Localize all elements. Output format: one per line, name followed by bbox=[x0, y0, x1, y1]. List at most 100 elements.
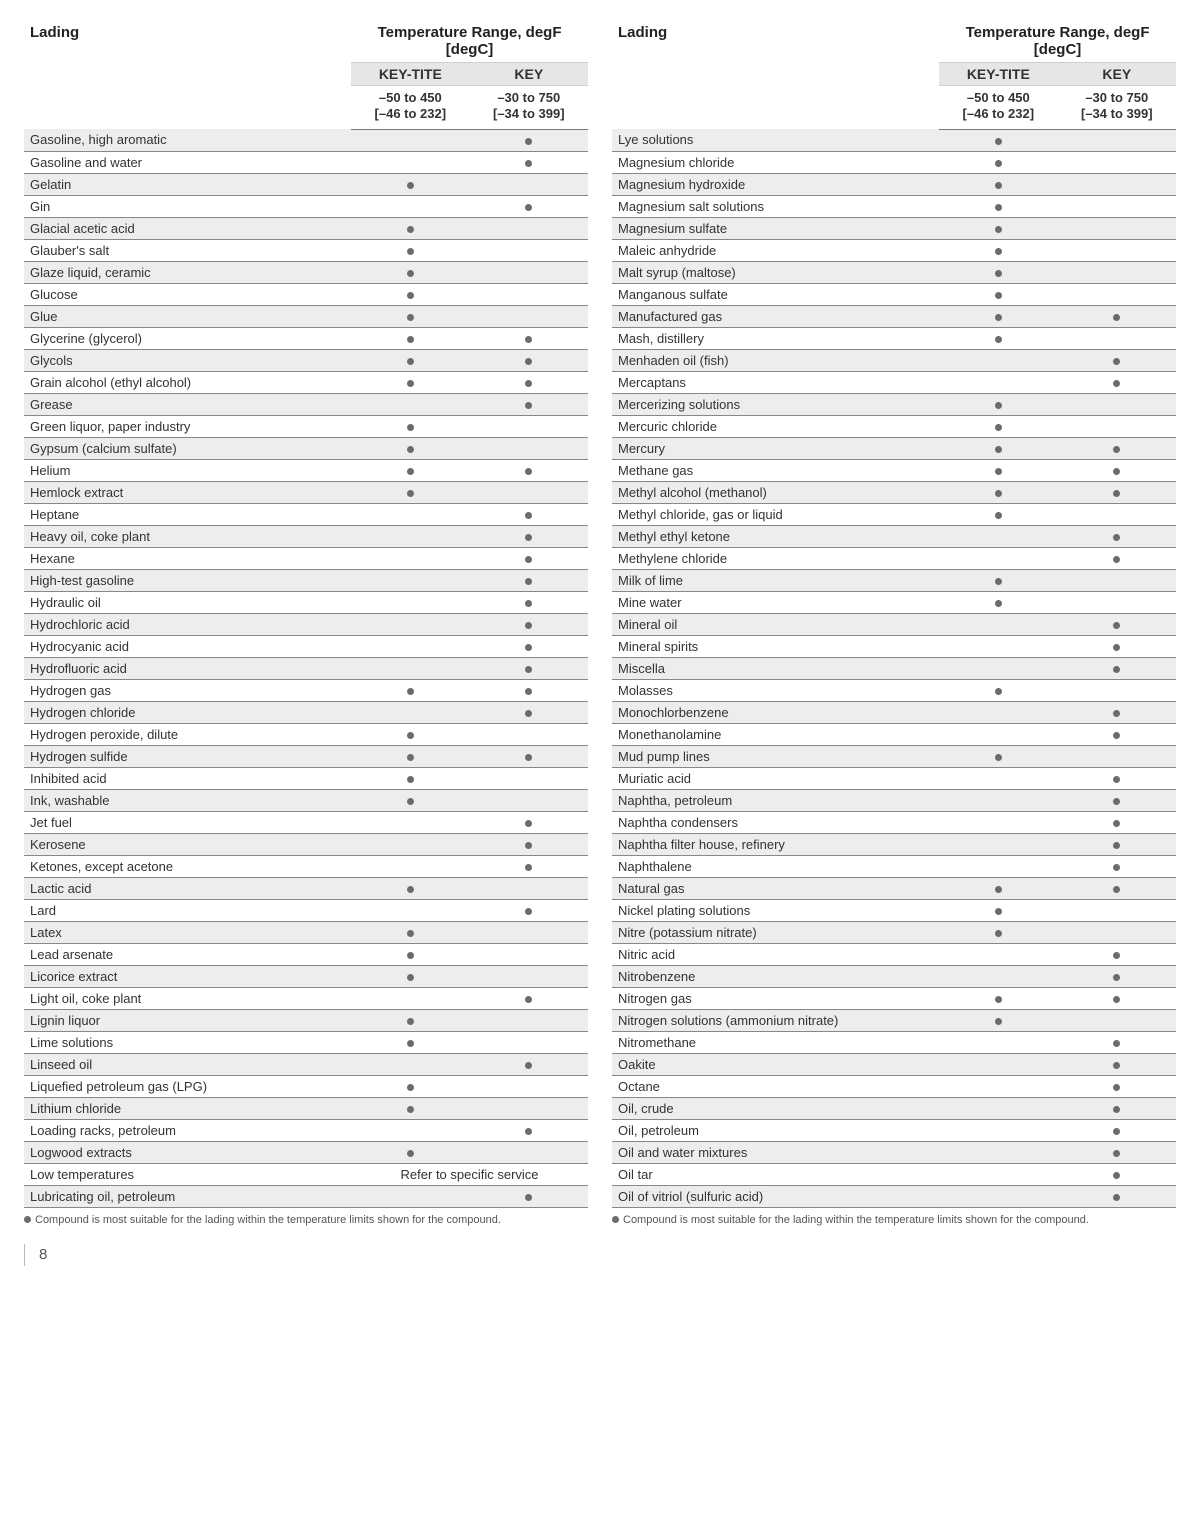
table-row: Helium bbox=[24, 459, 588, 481]
bullet-icon bbox=[995, 160, 1002, 167]
bullet-icon bbox=[995, 248, 1002, 255]
lading-name: Logwood extracts bbox=[24, 1141, 351, 1163]
lading-name: Heavy oil, coke plant bbox=[24, 525, 351, 547]
bullet-icon bbox=[1113, 798, 1120, 805]
bullet-icon bbox=[1113, 886, 1120, 893]
table-row: Menhaden oil (fish) bbox=[612, 349, 1176, 371]
key-cell bbox=[470, 701, 588, 723]
bullet-icon bbox=[1113, 446, 1120, 453]
key-cell bbox=[470, 261, 588, 283]
keytite-cell bbox=[939, 789, 1057, 811]
bullet-icon bbox=[525, 380, 532, 387]
lading-name: Magnesium hydroxide bbox=[612, 173, 939, 195]
table-row: Octane bbox=[612, 1075, 1176, 1097]
lading-name: Licorice extract bbox=[24, 965, 351, 987]
table-row: Mineral oil bbox=[612, 613, 1176, 635]
bullet-icon bbox=[525, 754, 532, 761]
bullet-icon bbox=[1113, 1172, 1120, 1179]
lading-name: Gypsum (calcium sulfate) bbox=[24, 437, 351, 459]
key-cell bbox=[470, 151, 588, 173]
key-cell bbox=[470, 723, 588, 745]
table-row: Magnesium sulfate bbox=[612, 217, 1176, 239]
bullet-icon bbox=[407, 424, 414, 431]
key-cell bbox=[470, 1141, 588, 1163]
keytite-cell bbox=[351, 283, 469, 305]
lading-name: Jet fuel bbox=[24, 811, 351, 833]
bullet-icon bbox=[1113, 1194, 1120, 1201]
keytite-cell bbox=[939, 195, 1057, 217]
keytite-cell bbox=[351, 987, 469, 1009]
tbody-right: Lye solutionsMagnesium chlorideMagnesium… bbox=[612, 129, 1176, 1207]
footnote-left: Compound is most suitable for the lading… bbox=[24, 1214, 588, 1226]
bullet-icon bbox=[525, 512, 532, 519]
key-cell bbox=[1058, 811, 1176, 833]
bullet-icon bbox=[995, 402, 1002, 409]
table-row: Linseed oil bbox=[24, 1053, 588, 1075]
key-cell bbox=[470, 855, 588, 877]
key-cell bbox=[470, 129, 588, 151]
bullet-icon bbox=[1113, 1062, 1120, 1069]
table-row: Heavy oil, coke plant bbox=[24, 525, 588, 547]
key-cell bbox=[1058, 723, 1176, 745]
lading-name: Hydrogen chloride bbox=[24, 701, 351, 723]
bullet-icon bbox=[407, 776, 414, 783]
table-row: Gelatin bbox=[24, 173, 588, 195]
bullet-icon bbox=[525, 908, 532, 915]
table-row: Glacial acetic acid bbox=[24, 217, 588, 239]
lading-name: Maleic anhydride bbox=[612, 239, 939, 261]
bullet-icon bbox=[525, 204, 532, 211]
bullet-icon bbox=[407, 1106, 414, 1113]
key-cell bbox=[470, 899, 588, 921]
lading-name: Ink, washable bbox=[24, 789, 351, 811]
table-row: Molasses bbox=[612, 679, 1176, 701]
table-row: Milk of lime bbox=[612, 569, 1176, 591]
lading-name: Hydrofluoric acid bbox=[24, 657, 351, 679]
keytite-cell bbox=[351, 1009, 469, 1031]
bullet-icon bbox=[995, 446, 1002, 453]
key-cell bbox=[470, 1031, 588, 1053]
key-cell bbox=[1058, 987, 1176, 1009]
bullet-icon bbox=[525, 842, 532, 849]
table-row: Manganous sulfate bbox=[612, 283, 1176, 305]
keytite-cell bbox=[939, 987, 1057, 1009]
table-row: Oil tar bbox=[612, 1163, 1176, 1185]
key-cell bbox=[470, 1097, 588, 1119]
keytite-cell bbox=[351, 701, 469, 723]
keytite-cell bbox=[351, 723, 469, 745]
key-cell bbox=[470, 657, 588, 679]
key-cell bbox=[470, 195, 588, 217]
lading-name: Oakite bbox=[612, 1053, 939, 1075]
bullet-icon bbox=[995, 754, 1002, 761]
keytite-cell bbox=[351, 591, 469, 613]
keytite-cell bbox=[351, 217, 469, 239]
key-cell bbox=[1058, 371, 1176, 393]
col-key-range: –30 to 750[–34 to 399] bbox=[1058, 86, 1176, 130]
keytite-cell bbox=[939, 327, 1057, 349]
table-row: Miscella bbox=[612, 657, 1176, 679]
lading-name: Lithium chloride bbox=[24, 1097, 351, 1119]
key-cell bbox=[1058, 943, 1176, 965]
table-row: Latex bbox=[24, 921, 588, 943]
lading-name: Lactic acid bbox=[24, 877, 351, 899]
table-row: Glycerine (glycerol) bbox=[24, 327, 588, 349]
bullet-icon bbox=[1113, 380, 1120, 387]
keytite-cell bbox=[351, 899, 469, 921]
keytite-cell bbox=[939, 415, 1057, 437]
key-cell bbox=[1058, 481, 1176, 503]
col-key: KEY bbox=[1058, 63, 1176, 86]
lading-name: Magnesium chloride bbox=[612, 151, 939, 173]
table-row: Lime solutions bbox=[24, 1031, 588, 1053]
key-cell bbox=[470, 745, 588, 767]
key-cell bbox=[470, 371, 588, 393]
key-cell bbox=[470, 635, 588, 657]
lading-name: Methylene chloride bbox=[612, 547, 939, 569]
keytite-cell bbox=[351, 371, 469, 393]
keytite-cell bbox=[939, 151, 1057, 173]
left-column: Lading Temperature Range, degF [degC] KE… bbox=[24, 20, 588, 1266]
lading-name: Malt syrup (maltose) bbox=[612, 261, 939, 283]
bullet-icon bbox=[407, 358, 414, 365]
keytite-cell bbox=[351, 1097, 469, 1119]
bullet-icon bbox=[407, 292, 414, 299]
lading-name: Mineral oil bbox=[612, 613, 939, 635]
key-cell bbox=[1058, 547, 1176, 569]
